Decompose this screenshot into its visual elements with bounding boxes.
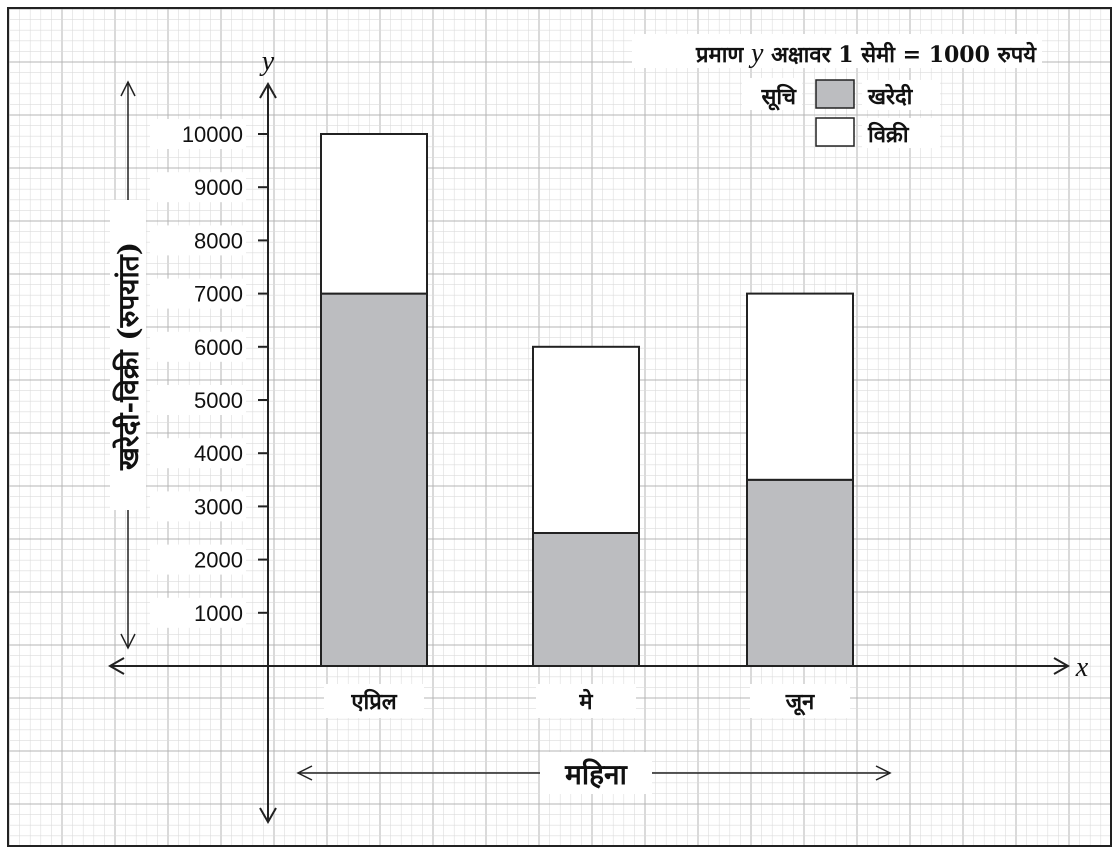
x-category-label-mask [324, 684, 424, 718]
y-tick-label: 5000 [194, 388, 243, 413]
x-axis-title: महिना [564, 758, 628, 791]
x-axis-right-arrow [1053, 657, 1071, 675]
y-tick-label: 9000 [194, 175, 243, 200]
y-axis-letter: y [259, 46, 275, 77]
x-category-label: मे [578, 688, 593, 715]
scale-note-axis: y [748, 38, 764, 69]
y-tick-label-mask [150, 119, 246, 149]
y-tick-label: 2000 [194, 548, 243, 573]
scale-note-text: अक्षावर 1 सेमी = 1000 रुपये [771, 41, 1037, 68]
legend-label: विक्री [867, 121, 910, 148]
y-axis-top-arrow [259, 81, 277, 99]
legend-label: खरेदी [867, 83, 914, 110]
y-axis-bottom-arrow [259, 807, 277, 825]
y-tick-label-mask [150, 385, 246, 415]
bar-segment-purchase [532, 532, 640, 667]
legend: प्रमाण y अक्षावर 1 सेमी = 1000 रुपये सूच… [632, 34, 1042, 148]
legend-label-mask [862, 118, 940, 148]
x-axis-left-arrow [107, 657, 125, 675]
legend-label-mask [862, 80, 940, 110]
x-axis-letter: x [1075, 652, 1089, 683]
y-tick-label: 7000 [194, 282, 243, 307]
bar-segment-sales [746, 292, 854, 481]
legend-title: सूचि [760, 83, 797, 111]
legend-title-mask [742, 78, 802, 110]
y-title-mask [110, 200, 146, 510]
x-axis-title-group: महिना [296, 752, 892, 794]
y-tick-label: 6000 [194, 335, 243, 360]
x-title-mask [540, 752, 652, 794]
bar-segment-purchase [320, 292, 428, 667]
y-title-arrow-down [120, 633, 136, 650]
y-tick-label: 3000 [194, 494, 243, 519]
y-tick-label-mask [150, 597, 246, 628]
y-title-arrow-up [120, 80, 136, 97]
y-tick-label-mask [150, 172, 246, 203]
y-tick-label-mask [150, 225, 246, 256]
y-axis-title: खरेदी-विक्री (रुपयांत) [112, 242, 145, 471]
y-tick-label: 8000 [194, 228, 243, 253]
legend-items: खरेदी विक्री [815, 79, 940, 148]
legend-swatch [815, 117, 855, 147]
y-tick-label-mask [150, 278, 246, 309]
x-title-arrow-right [875, 765, 892, 781]
bar-segment-sales [532, 345, 640, 534]
scale-note-prefix: प्रमाण [695, 42, 744, 68]
x-category-label: जून [785, 689, 815, 716]
y-tick-label-mask [150, 438, 246, 469]
x-category-label-mask [536, 684, 636, 718]
x-category-labels: एप्रिल मे जून [324, 684, 850, 718]
y-tick-label-mask [150, 544, 246, 575]
bar-group [320, 133, 854, 667]
x-title-arrow-left [296, 765, 313, 781]
y-tick-label-mask [150, 491, 246, 522]
bar-segment-purchase [746, 478, 854, 667]
x-category-label-mask [750, 684, 850, 718]
x-category-label: एप्रिल [350, 688, 397, 715]
chart-border [7, 7, 1112, 847]
legend-swatch [815, 79, 855, 109]
y-tick-label: 4000 [194, 441, 243, 466]
y-tick-label: 1000 [194, 601, 243, 626]
y-tick-label: 10000 [182, 122, 243, 147]
y-tick-labels: 1000 2000 3000 4000 5000 6000 7000 8000 9000 1000… [150, 119, 268, 628]
y-axis-title-group: खरेदी-विक्री (रुपयांत) [110, 80, 146, 650]
scale-note-mask [632, 34, 1042, 68]
bar-segment-sales [320, 133, 428, 295]
y-tick-label-mask [150, 331, 246, 362]
scale-note: प्रमाण y अक्षावर 1 सेमी = 1000 रुपये [695, 38, 1037, 69]
